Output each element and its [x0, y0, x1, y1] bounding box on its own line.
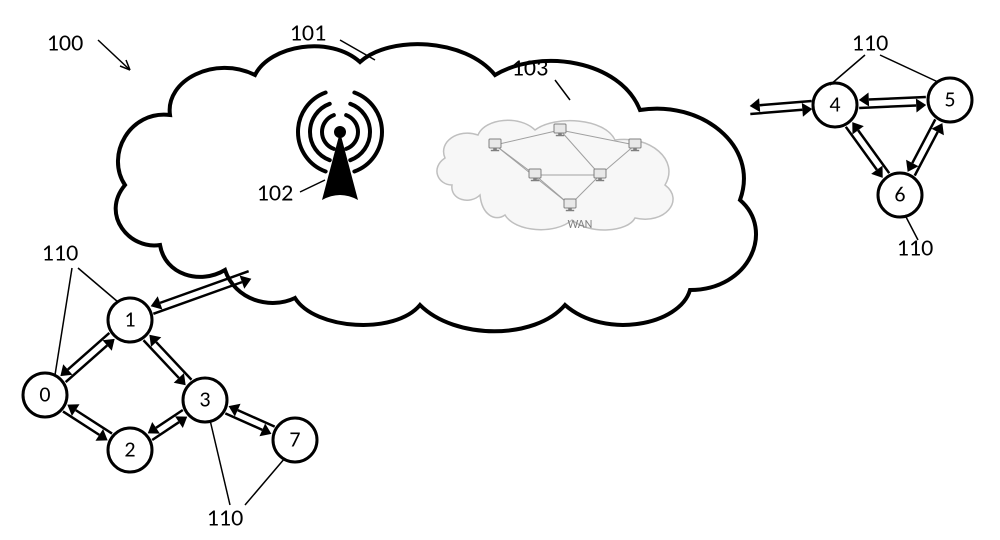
ref-110-bottom: 110: [207, 504, 244, 533]
wan-label: WAN: [568, 218, 593, 232]
ref-101: 101: [290, 19, 327, 48]
ref-103: 103: [512, 54, 549, 83]
ref-110-rb: 110: [897, 234, 934, 263]
node-label-6: 6: [894, 180, 905, 207]
node-label-1: 1: [124, 305, 135, 332]
ref-100: 100: [47, 29, 84, 58]
node-label-5: 5: [944, 85, 955, 112]
node-label-0: 0: [39, 380, 50, 407]
network-diagram: WAN 0 1 2 3 7 4 5 6 100 101 102 103 110 110 110 110: [0, 0, 1000, 540]
node-label-2: 2: [124, 435, 135, 462]
node-label-4: 4: [829, 90, 840, 117]
ref-110-right: 110: [852, 29, 889, 58]
node-label-7: 7: [289, 425, 300, 452]
ref-102: 102: [257, 179, 294, 208]
node-label-3: 3: [199, 385, 210, 412]
ref-110-left: 110: [42, 239, 79, 268]
